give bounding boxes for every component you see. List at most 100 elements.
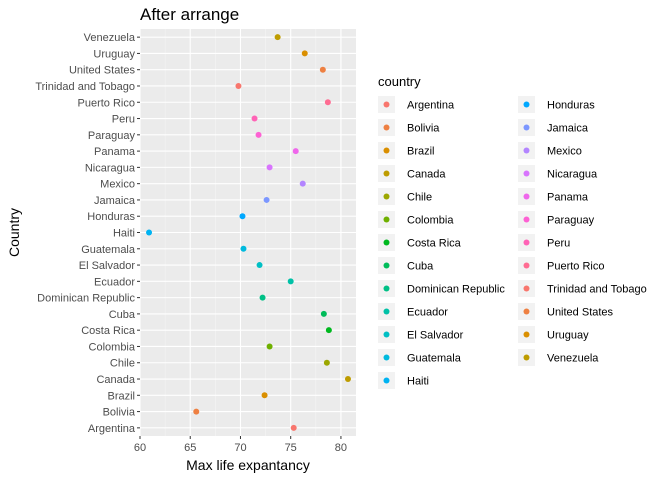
data-point [239, 213, 246, 220]
legend-label: Dominican Republic [407, 284, 505, 296]
legend-entry: Jamaica [518, 119, 589, 136]
legend-label: Brazil [407, 146, 435, 158]
legend-swatch [383, 216, 390, 223]
data-point [324, 99, 331, 106]
data-point [146, 229, 153, 236]
y-tick-label: Dominican Republic [37, 293, 135, 305]
legend-swatch [523, 147, 530, 154]
y-tick-label: Peru [112, 114, 135, 126]
legend-label: Guatemala [407, 353, 462, 365]
data-point [301, 50, 308, 57]
x-tick-label: 80 [335, 442, 347, 454]
legend-label: Costa Rica [407, 238, 462, 250]
y-tick-label: Uruguay [93, 48, 135, 60]
x-tick-label: 65 [184, 442, 196, 454]
data-points [146, 34, 351, 431]
data-point [240, 245, 247, 252]
legend-swatch [523, 354, 530, 361]
legend-label: Peru [547, 238, 570, 250]
legend-label: Trinidad and Tobago [547, 284, 647, 296]
data-point [287, 278, 294, 285]
y-tick-label: Puerto Rico [78, 97, 135, 109]
legend-title: country [378, 74, 421, 89]
legend-swatch [383, 239, 390, 246]
legend-swatch [523, 308, 530, 315]
y-axis-tick-labels: Argentina Bolivia Brazil Canada Chile Colombi… [35, 32, 140, 435]
data-point [193, 408, 200, 415]
legend-entry: Costa Rica [378, 234, 462, 251]
legend-entry: Ecuador [378, 303, 448, 320]
y-tick-label: Jamaica [94, 195, 136, 207]
data-point [320, 310, 327, 317]
legend-label: Colombia [407, 215, 454, 227]
legend-swatch [523, 170, 530, 177]
legend-entry: Nicaragua [518, 165, 598, 182]
legend-swatch [523, 216, 530, 223]
data-point [235, 82, 242, 89]
data-point [319, 66, 326, 73]
legend-entry: Chile [378, 188, 432, 205]
legend-label: Jamaica [547, 123, 589, 135]
y-tick-label: United States [69, 65, 136, 77]
legend-swatch [523, 124, 530, 131]
x-axis-tick-labels: 60 65 70 75 80 [134, 436, 347, 454]
x-tick-label: 60 [134, 442, 146, 454]
legend-entry: Mexico [518, 142, 582, 159]
legend-swatch [523, 285, 530, 292]
legend-label: Uruguay [547, 330, 589, 342]
y-tick-label: Honduras [87, 211, 135, 223]
legend-entry: Guatemala [378, 349, 462, 366]
legend-label: Cuba [407, 261, 434, 273]
x-axis-title: Max life expantancy [186, 457, 310, 473]
y-tick-label: Cuba [109, 309, 136, 321]
legend-swatch [523, 193, 530, 200]
y-tick-label: Nicaragua [85, 162, 136, 174]
y-tick-label: Trinidad and Tobago [35, 81, 135, 93]
data-point [255, 131, 262, 138]
legend-label: Paraguay [547, 215, 595, 227]
legend-entry: Canada [378, 165, 446, 182]
legend-swatch [383, 331, 390, 338]
legend-swatch [523, 239, 530, 246]
legend-label: Chile [407, 192, 432, 204]
legend: country Argentina Bolivia Brazil Canada Chil… [378, 74, 647, 389]
data-point [274, 34, 281, 41]
data-point [344, 376, 351, 383]
legend-swatch [383, 147, 390, 154]
data-point [266, 164, 273, 171]
legend-label: Argentina [407, 100, 455, 112]
y-tick-label: Haiti [113, 228, 135, 240]
legend-label: Mexico [547, 146, 582, 158]
data-point [299, 180, 306, 187]
y-tick-label: Ecuador [94, 276, 135, 288]
y-tick-label: Mexico [100, 179, 135, 191]
legend-label: Bolivia [407, 123, 440, 135]
y-tick-label: Chile [110, 358, 135, 370]
legend-label: Nicaragua [547, 169, 598, 181]
y-tick-label: Canada [96, 374, 135, 386]
data-point [325, 327, 332, 334]
legend-swatch [523, 101, 530, 108]
grid-lines [139, 29, 356, 436]
legend-label: El Salvador [407, 330, 464, 342]
legend-entry: Brazil [378, 142, 435, 159]
legend-entry: Bolivia [378, 119, 440, 136]
y-tick-label: Guatemala [81, 244, 136, 256]
data-point [251, 115, 258, 122]
y-tick-label: Venezuela [84, 32, 136, 44]
legend-swatch [383, 170, 390, 177]
legend-items: Argentina Bolivia Brazil Canada Chile Colombi… [378, 96, 647, 389]
legend-entry: El Salvador [378, 326, 464, 343]
legend-entry: Haiti [378, 372, 429, 389]
y-tick-label: Brazil [107, 390, 135, 402]
x-tick-label: 75 [285, 442, 297, 454]
legend-entry: Trinidad and Tobago [518, 280, 647, 297]
y-tick-label: Costa Rica [81, 325, 136, 337]
data-point [290, 424, 297, 431]
chart-title: After arrange [140, 5, 239, 24]
legend-swatch [383, 354, 390, 361]
y-tick-label: Paraguay [88, 130, 136, 142]
legend-entry: Colombia [378, 211, 454, 228]
legend-label: Venezuela [547, 353, 599, 365]
